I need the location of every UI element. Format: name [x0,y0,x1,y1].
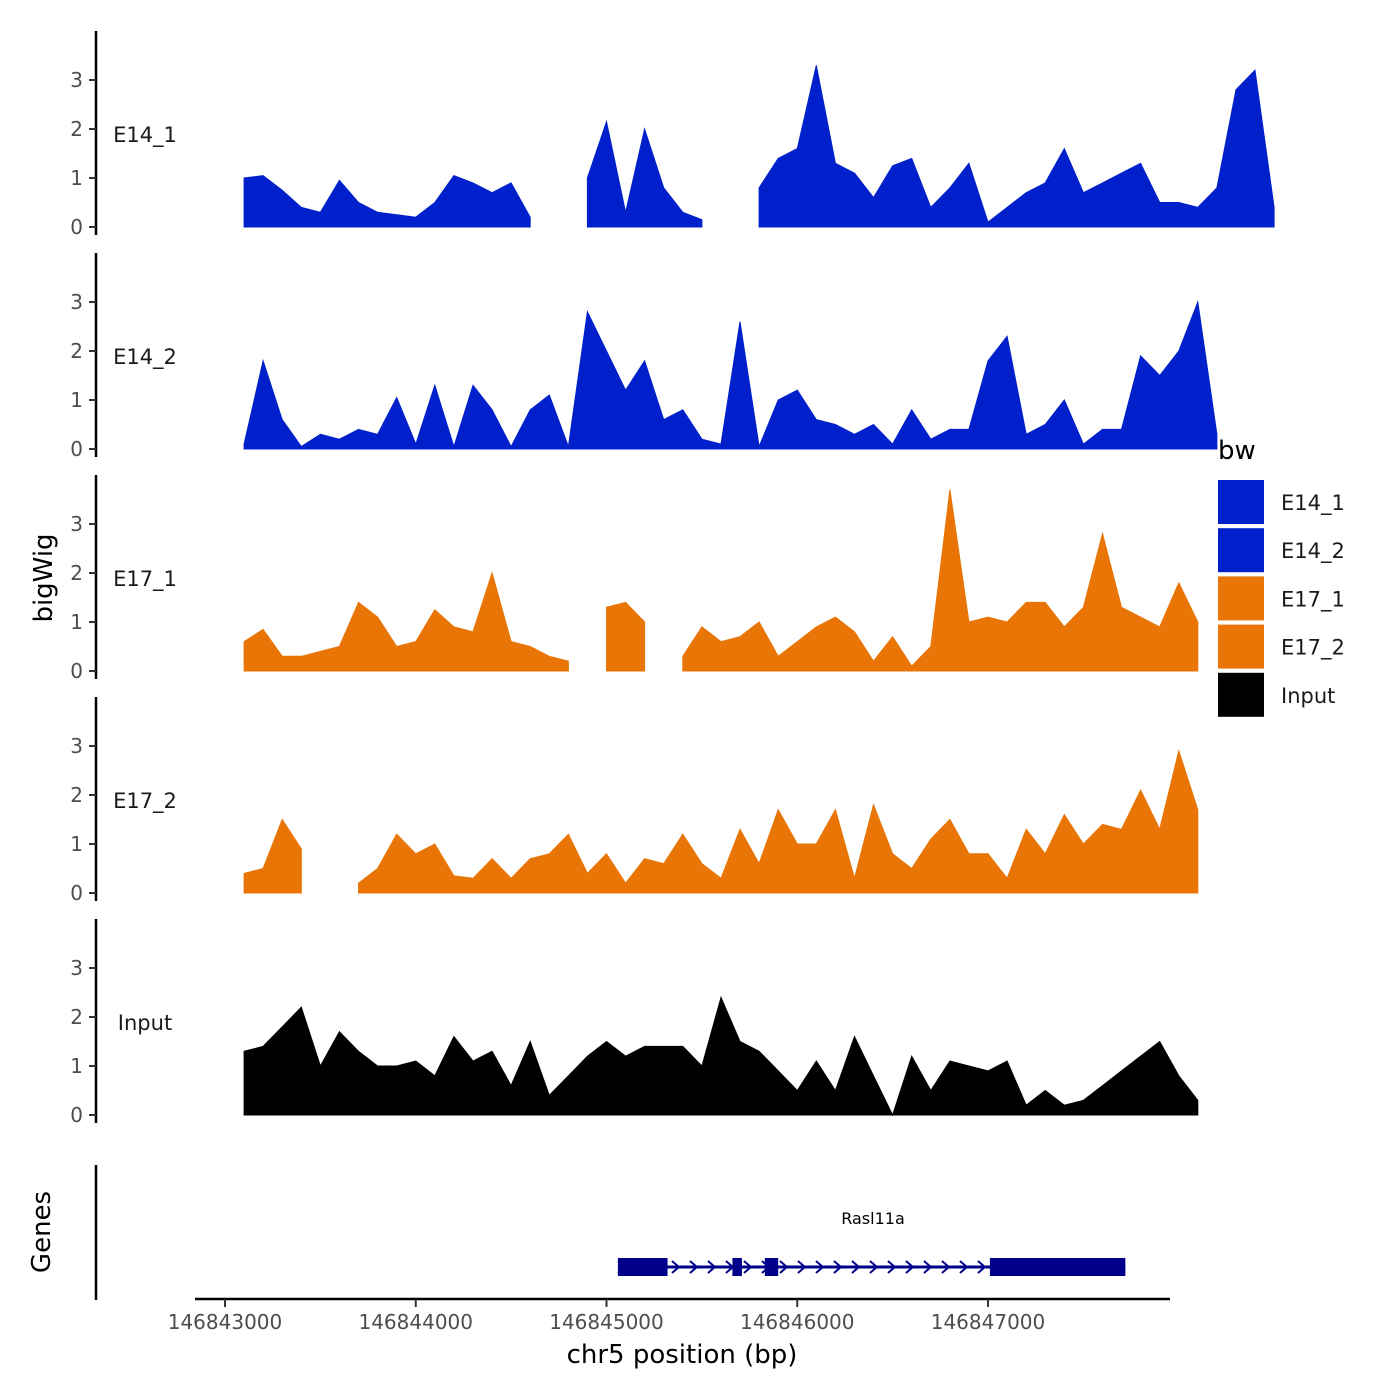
legend-label: E14_1 [1281,491,1345,516]
legend: bw E14_1 E14_2 E17_1 E17_2 Input [1218,436,1345,717]
coverage-area [243,174,531,228]
x-axis: chr5 position (bp) 146843000 146844000 146… [168,1297,1170,1370]
strand-arrow [743,1260,753,1274]
y-tick-label: 2 [70,117,83,141]
strand-arrow [689,1260,699,1274]
x-tick-label: 146846000 [740,1310,855,1334]
y-tick-label: 1 [70,388,83,412]
track-label: E17_1 [113,567,177,592]
coverage-area [243,300,1218,450]
legend-swatch [1218,576,1264,621]
track-e17-1: 0 1 2 3 E17_1 [70,475,1199,683]
y-tick-label: 3 [70,68,83,92]
y-tick-label: 2 [70,1005,83,1029]
y-tick-label: 1 [70,610,83,634]
y-tick-label: 1 [70,832,83,856]
y-axis-title: bigWig [29,533,59,622]
gene-exon [617,1258,668,1276]
legend-label: Input [1281,684,1335,708]
y-tick-label: 1 [70,166,83,190]
coverage-area [606,601,646,672]
y-tick-label: 0 [70,1103,83,1127]
track-e17-2: 0 1 2 3 E17_2 [70,697,1199,905]
y-tick-label: 2 [70,561,83,585]
x-axis-title: chr5 position (bp) [567,1340,798,1370]
legend-title: bw [1218,436,1256,466]
legend-label: E17_1 [1281,587,1345,612]
legend-swatch [1218,672,1264,717]
gene-name-label: Rasl11a [841,1209,905,1228]
y-tick-label: 3 [70,290,83,314]
legend-label: E17_2 [1281,636,1345,661]
y-tick-label: 3 [70,956,83,980]
gene-exon [732,1258,742,1276]
coverage-area [243,995,1199,1117]
coverage-area [243,818,302,894]
strand-arrow [833,1260,843,1274]
y-tick-label: 0 [70,659,83,683]
x-tick-label: 146845000 [549,1310,664,1334]
strand-arrow [941,1260,951,1274]
track-e14-1: 0 1 2 3 E14_1 [70,31,1275,239]
track-label: Input [118,1011,172,1035]
strand-arrow [887,1260,897,1274]
strand-arrow [977,1260,987,1274]
strand-arrow [707,1260,717,1274]
legend-swatch [1218,624,1264,669]
legend-swatch [1218,528,1264,573]
genes-panel-title: Genes [27,1191,57,1273]
coverage-area [682,489,1199,672]
legend-swatch [1218,480,1264,524]
legend-label: E14_2 [1281,539,1345,564]
coverage-area [758,65,1275,228]
gene-exon [764,1258,779,1276]
y-tick-label: 1 [70,1054,83,1078]
track-label: E17_2 [113,789,177,814]
y-tick-label: 3 [70,734,83,758]
y-axis-title-group: bigWig [29,533,59,622]
gene-exon [989,1258,1126,1276]
y-tick-label: 0 [70,215,83,239]
track-label: E14_2 [113,345,177,370]
track-input: 0 1 2 3 Input [70,919,1199,1127]
strand-arrow [959,1260,969,1274]
genes-panel: Genes Rasl11a [27,1165,1126,1300]
strand-arrow [797,1260,807,1274]
x-tick-label: 146844000 [358,1310,473,1334]
strand-arrow [815,1260,825,1274]
strand-arrow [779,1260,789,1274]
y-tick-label: 0 [70,437,83,461]
y-tick-label: 0 [70,881,83,905]
coverage-area [358,749,1199,894]
track-label: E14_1 [113,123,177,148]
x-tick-label: 146847000 [931,1310,1046,1334]
x-tick-label: 146843000 [168,1310,283,1334]
y-tick-label: 3 [70,512,83,536]
gene-model-rasl11a [617,1258,1126,1276]
track-e14-2: 0 1 2 3 E14_2 [70,253,1218,461]
strand-arrow [869,1260,879,1274]
y-tick-label: 2 [70,783,83,807]
strand-arrow [671,1260,681,1274]
y-tick-label: 2 [70,339,83,363]
strand-arrow [923,1260,933,1274]
coverage-area [586,119,703,228]
strand-arrow [905,1260,915,1274]
track-panels: 0 1 2 3 E14_1 0 1 2 3 E14_2 0 1 2 3 E17_1 0 1 2 3 E17_2 0 1 2 3… [70,31,1275,1127]
coverage-area [243,571,569,672]
strand-arrow [851,1260,861,1274]
